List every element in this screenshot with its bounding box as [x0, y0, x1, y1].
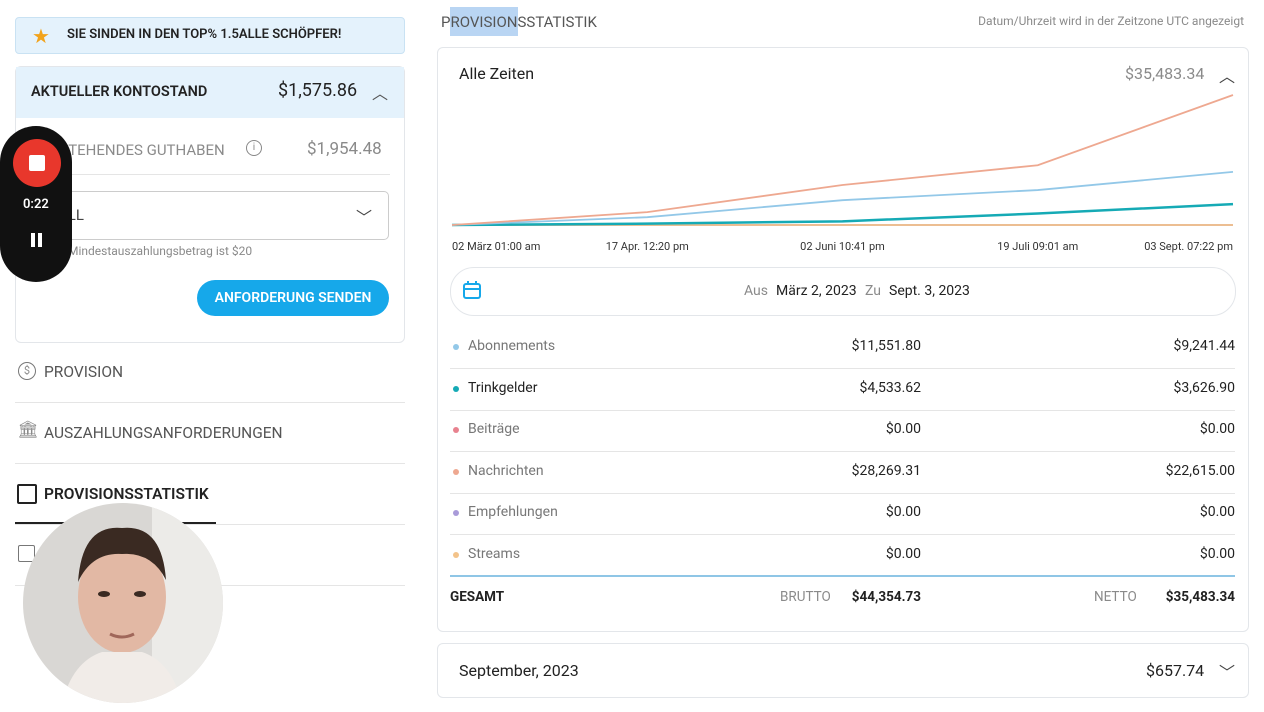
row-divider — [450, 492, 1235, 494]
nav-divider — [15, 402, 405, 403]
row-divider — [450, 451, 1235, 452]
row-net: $0.00 — [1199, 545, 1235, 562]
nav-divider — [15, 463, 405, 464]
trend-line — [451, 202, 1234, 227]
nav-icon: 🏛 — [17, 420, 39, 440]
row-gross: $0.00 — [885, 421, 921, 437]
total-label: GESAMT — [450, 589, 505, 605]
row-divider — [450, 409, 1235, 411]
x-tick-label: 19 Juli 09:01 am — [997, 240, 1078, 253]
row-gross: $11,551.80 — [851, 338, 921, 354]
period-total: $35,483.34 — [1125, 64, 1205, 83]
calendar-icon — [463, 281, 481, 299]
select-arrow: ﹀ — [356, 208, 373, 227]
period-label: Alle Zeiten — [459, 64, 535, 83]
pause-button[interactable] — [31, 233, 35, 247]
divider — [30, 174, 390, 175]
row-gross: $28,269.31 — [851, 462, 921, 479]
collapse-icon[interactable]: ︿ — [372, 84, 389, 103]
nav-icon: $ — [18, 362, 36, 380]
x-tick-label: 02 März 01:00 am — [452, 240, 540, 253]
row-gross: $0.00 — [885, 504, 921, 520]
legend-dot — [453, 344, 459, 350]
pending-amount: $1,954.48 — [307, 139, 382, 159]
balance-header — [16, 67, 404, 118]
row-net: $3,626.90 — [1173, 379, 1235, 396]
row-divider — [450, 534, 1235, 535]
range-from-label: Aus — [744, 283, 769, 299]
x-tick-label: 17 Apr. 12:20 pm — [606, 240, 689, 253]
legend-dot — [453, 551, 459, 558]
month-card[interactable] — [437, 643, 1249, 698]
timezone-note: Datum/Uhrzeit wird in der Zeitzone UTC a… — [978, 14, 1244, 28]
trend-chart: 02 März 01:00 am 17 Apr. 12:20 pm 02 Juni … — [451, 94, 1234, 253]
recording-time: 0:22 — [23, 197, 49, 212]
total-gross: $44,354.73 — [851, 589, 921, 605]
balance-label: AKTUELLER KONTOSTAND — [31, 83, 208, 100]
banner — [15, 17, 405, 54]
legend-dot — [453, 468, 459, 475]
legend-dot — [453, 427, 459, 433]
stop-icon — [29, 155, 45, 171]
row-net: $9,241.44 — [1173, 338, 1235, 354]
selection-highlight — [450, 7, 518, 36]
expand-icon[interactable]: ﹀ — [1219, 663, 1236, 682]
month-label: September, 2023 — [459, 661, 579, 680]
legend-dot — [453, 385, 459, 392]
x-tick-label: 02 Juni 10:41 pm — [800, 240, 885, 253]
nav-item[interactable]: AUSZAHLUNGSANFORDERUNGEN — [44, 424, 283, 442]
range-to: Sept. 3, 2023 — [889, 283, 970, 299]
net-label: NETTO — [1094, 589, 1137, 605]
row-label: Streams — [468, 545, 521, 562]
webcam — [23, 503, 223, 703]
trend-line — [451, 94, 1234, 226]
nav-item-active[interactable]: PROVISIONSSTATISTIK — [44, 485, 209, 503]
nav-item[interactable]: PROVISION — [44, 363, 124, 381]
row-net: $0.00 — [1199, 421, 1235, 437]
banner-text: SIE SINDEN IN DEN TOP% 1.5ALLE SCHÖPFER! — [67, 27, 342, 42]
balance-amount: $1,575.86 — [278, 80, 358, 101]
total-line — [450, 575, 1235, 577]
trend-line — [451, 170, 1234, 226]
total-net: $35,483.34 — [1165, 589, 1235, 605]
row-net: $0.00 — [1199, 504, 1235, 520]
row-net: $22,615.00 — [1165, 462, 1235, 479]
collapse-icon[interactable]: ︿ — [1219, 67, 1236, 86]
pending-label: AUSSTEHENDES GUTHABEN — [31, 141, 225, 159]
nav-icon — [18, 545, 35, 562]
row-label: Abonnements — [468, 338, 556, 354]
min-note: Mindestauszahlungsbetrag ist $20 — [68, 244, 253, 258]
row-label: Empfehlungen — [468, 504, 558, 520]
nav-divider — [15, 524, 405, 525]
row-label: Beiträge — [468, 421, 520, 437]
row-gross: $0.00 — [885, 545, 921, 562]
legend-dot — [453, 510, 459, 516]
row-label: Trinkgelder — [468, 379, 538, 396]
row-label: Nachrichten — [468, 462, 544, 479]
month-amount: $657.74 — [1146, 661, 1205, 680]
x-tick-label: 03 Sept. 07:22 pm — [1144, 240, 1233, 253]
send-button[interactable]: ANFORDERUNG SENDEN — [197, 280, 389, 316]
star-icon: ★ — [32, 24, 50, 48]
row-gross: $4,533.62 — [859, 379, 921, 396]
row-divider — [450, 368, 1235, 369]
date-range[interactable] — [450, 267, 1236, 316]
range-to-label: Zu — [865, 283, 881, 299]
nav-icon — [17, 484, 37, 504]
page-title: PROVISIONSSTATISTIK — [441, 13, 597, 31]
gross-label: BRUTTO — [780, 589, 831, 605]
info-icon: i — [246, 140, 262, 156]
range-from: März 2, 2023 — [776, 283, 857, 299]
